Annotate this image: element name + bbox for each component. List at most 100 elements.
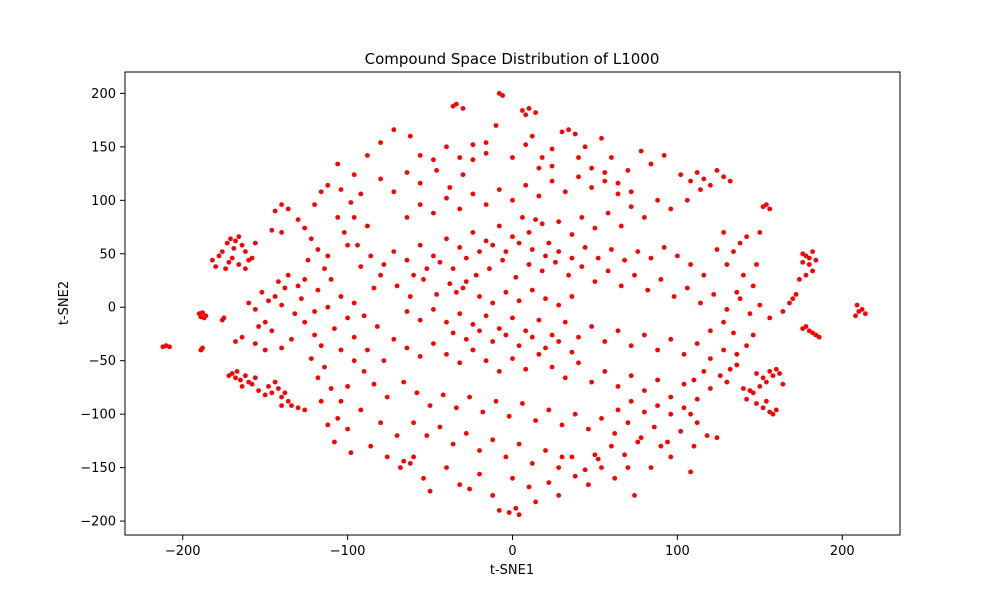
scatter-point	[345, 315, 350, 321]
scatter-point	[562, 375, 568, 381]
scatter-point	[658, 443, 664, 449]
scatter-point	[625, 168, 631, 173]
scatter-point	[731, 249, 736, 255]
scatter-point	[698, 187, 703, 193]
scatter-point	[454, 289, 459, 295]
scatter-point	[407, 133, 413, 139]
scatter-point	[757, 302, 763, 308]
scatter-point	[678, 172, 684, 178]
scatter-point	[483, 202, 489, 208]
scatter-point	[470, 347, 476, 353]
scatter-point	[520, 108, 525, 113]
scatter-point	[233, 375, 238, 381]
scatter-point	[391, 336, 397, 342]
scatter-point	[391, 127, 397, 133]
scatter-point	[269, 227, 275, 233]
y-tick-label: −200	[80, 515, 116, 530]
scatter-point	[708, 328, 713, 334]
scatter-point	[529, 334, 535, 340]
scatter-point	[200, 310, 205, 315]
scatter-point	[684, 197, 690, 203]
scatter-point	[556, 493, 562, 498]
scatter-points	[160, 91, 868, 518]
scatter-point	[589, 165, 594, 171]
scatter-point	[490, 493, 496, 498]
scatter-point	[411, 420, 416, 426]
scatter-point	[460, 172, 466, 178]
scatter-point	[806, 255, 812, 261]
scatter-point	[760, 375, 766, 381]
scatter-point	[714, 435, 720, 441]
scatter-point	[764, 202, 769, 208]
y-axis-label: t-SNE2	[57, 281, 72, 325]
scatter-point	[302, 319, 308, 325]
scatter-point	[622, 452, 627, 458]
x-axis-label: t-SNE1	[490, 563, 534, 578]
scatter-point	[628, 398, 634, 404]
scatter-point	[312, 309, 317, 314]
scatter-point	[533, 499, 538, 505]
scatter-point	[668, 411, 674, 417]
scatter-point	[609, 247, 614, 252]
scatter-point	[384, 454, 390, 460]
scatter-point	[444, 465, 449, 470]
scatter-point	[417, 354, 423, 359]
scatter-point	[477, 448, 482, 453]
scatter-point	[602, 339, 608, 344]
scatter-point	[589, 185, 594, 190]
scatter-point	[249, 255, 255, 261]
scatter-point	[424, 433, 430, 438]
scatter-point	[790, 296, 796, 302]
scatter-point	[368, 443, 374, 449]
scatter-point	[529, 461, 535, 466]
scatter-point	[516, 512, 522, 518]
scatter-point	[510, 315, 515, 321]
scatter-point	[533, 217, 538, 223]
scatter-point	[665, 439, 670, 445]
chart-title: Compound Space Distribution of L1000	[365, 50, 660, 68]
scatter-point	[731, 330, 736, 336]
scatter-point	[556, 249, 562, 255]
scatter-point	[579, 264, 585, 269]
scatter-point	[477, 328, 482, 334]
scatter-point	[457, 245, 463, 250]
scatter-point	[467, 394, 472, 400]
scatter-point	[365, 347, 370, 353]
scatter-point	[536, 193, 542, 199]
scatter-point	[266, 298, 271, 304]
scatter-point	[361, 313, 367, 319]
scatter-point	[252, 240, 258, 246]
scatter-point	[787, 300, 792, 306]
scatter-point	[411, 454, 416, 460]
scatter-point	[622, 257, 627, 263]
scatter-point	[394, 283, 400, 289]
scatter-point	[496, 187, 502, 193]
scatter-point	[371, 285, 377, 291]
scatter-point	[688, 178, 693, 184]
scatter-point	[592, 225, 598, 231]
scatter-point	[714, 247, 720, 252]
scatter-point	[272, 294, 278, 299]
scatter-point	[325, 422, 331, 428]
scatter-point	[341, 230, 347, 235]
scatter-point	[431, 307, 436, 312]
scatter-point	[487, 266, 492, 272]
scatter-point	[582, 144, 588, 150]
scatter-point	[361, 369, 367, 374]
scatter-point	[576, 334, 581, 340]
scatter-point	[424, 266, 430, 272]
scatter-point	[513, 505, 519, 511]
scatter-point	[506, 413, 512, 419]
scatter-point	[582, 245, 588, 250]
y-tick-label: 150	[91, 140, 116, 155]
scatter-point	[711, 292, 717, 297]
scatter-point	[737, 240, 743, 246]
scatter-point	[694, 420, 700, 426]
scatter-point	[460, 285, 466, 291]
scatter-point	[269, 390, 275, 396]
scatter-point	[757, 384, 763, 389]
scatter-point	[523, 112, 529, 118]
scatter-point	[675, 253, 680, 259]
scatter-point	[480, 409, 486, 415]
scatter-point	[483, 150, 489, 156]
